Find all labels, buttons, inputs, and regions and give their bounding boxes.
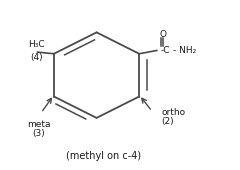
Text: ortho: ortho (162, 108, 186, 117)
Text: (4): (4) (30, 53, 43, 62)
Text: -C: -C (160, 46, 170, 55)
Text: meta: meta (27, 120, 50, 129)
Text: - NH₂: - NH₂ (173, 46, 196, 55)
Text: (3): (3) (32, 129, 45, 138)
Text: H₃C: H₃C (28, 40, 45, 49)
Text: (methyl on c-4): (methyl on c-4) (66, 151, 141, 161)
Text: O: O (160, 30, 167, 39)
Text: (2): (2) (162, 117, 174, 126)
